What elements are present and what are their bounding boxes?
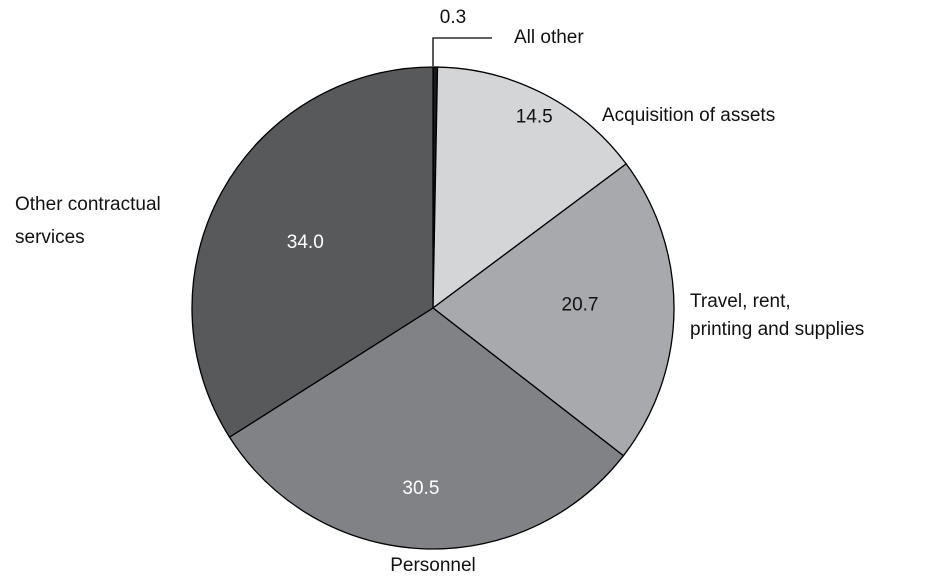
pie-slice-acquisition-of-assets [432,66,628,310]
label-travel-line-2: printing and supplies [690,319,864,340]
value-label-34-0: 34.0 [287,232,324,253]
label-all-other: All other [514,27,584,48]
value-labels: 0.3 14.5 20.7 30.5 34.0 [287,7,599,499]
value-label-14-5: 14.5 [516,107,553,128]
value-label-20-7: 20.7 [562,295,599,316]
label-other-contractual-line-2: services [15,227,85,248]
label-acquisition-of-assets: Acquisition of assets [602,105,775,126]
label-other-contractual-line-1: Other contractual [15,194,161,215]
value-label-0-3: 0.3 [440,7,466,28]
label-travel-line-1: Travel, rent, [690,291,791,312]
label-personnel: Personnel [390,555,476,576]
pie-slice-travel-rent-printing-and-supplies [431,162,675,457]
all-other-leader-line [432,37,492,66]
value-label-30-5: 30.5 [402,478,439,499]
pie-slices [191,66,675,550]
pie-slice-personnel [228,307,625,550]
pie-slice-other-contractual-services [191,66,434,439]
